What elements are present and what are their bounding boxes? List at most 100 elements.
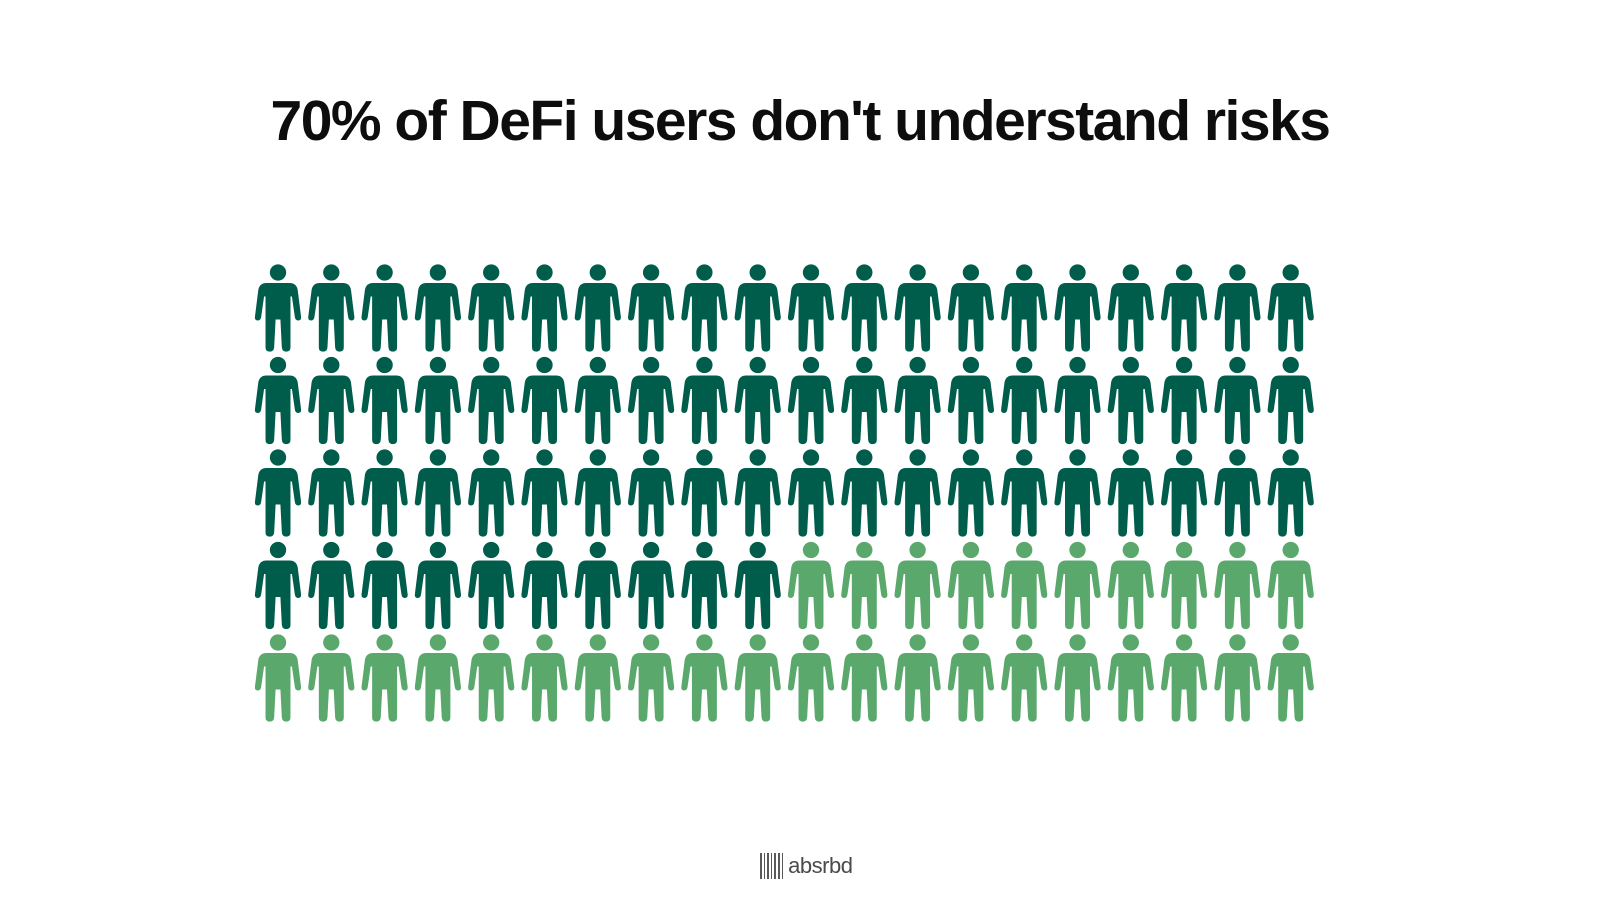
person-icon (681, 634, 728, 722)
person-icon (1214, 356, 1261, 445)
person-icon (734, 356, 781, 445)
person-icon (308, 541, 355, 630)
person-icon (1267, 634, 1314, 722)
person-icon (947, 264, 994, 352)
person-icon (628, 356, 675, 445)
person-icon (1107, 356, 1154, 445)
person-icon (361, 541, 408, 630)
person-icon (1001, 264, 1048, 352)
person-icon (361, 264, 408, 352)
person-icon (414, 356, 461, 445)
person-icon (787, 449, 835, 537)
person-icon (521, 356, 568, 445)
person-icon (947, 634, 994, 722)
person-icon (521, 449, 568, 537)
person-icon (1267, 264, 1314, 352)
person-icon (308, 449, 355, 537)
person-icon (1054, 449, 1101, 537)
person-icon (1054, 541, 1101, 630)
person-icon (254, 264, 302, 352)
person-icon (254, 634, 302, 722)
person-icon (947, 356, 994, 445)
person-icon (1107, 634, 1154, 722)
person-icon (1161, 356, 1208, 445)
person-icon (308, 634, 355, 722)
person-icon (414, 634, 461, 722)
person-icon (468, 634, 515, 722)
person-icon (787, 356, 835, 445)
person-icon (734, 634, 781, 722)
person-icon (841, 356, 888, 445)
person-icon (254, 541, 302, 630)
person-icon (254, 356, 302, 445)
person-icon (1001, 541, 1048, 630)
person-icon (1161, 449, 1208, 537)
person-icon (1161, 634, 1208, 722)
person-icon (574, 634, 621, 722)
person-icon (468, 264, 515, 352)
pictogram-chart (254, 264, 1314, 722)
person-icon (1107, 541, 1154, 630)
person-icon (1214, 634, 1261, 722)
person-icon (1054, 634, 1101, 722)
barcode-logo-icon (760, 853, 784, 879)
person-icon (521, 634, 568, 722)
person-icon (787, 264, 835, 352)
person-icon (894, 634, 941, 722)
person-icon (787, 634, 835, 722)
person-icon (254, 449, 302, 537)
person-icon (414, 449, 461, 537)
person-icon (521, 264, 568, 352)
person-icon (681, 541, 728, 630)
person-icon (947, 541, 994, 630)
person-icon (521, 541, 568, 630)
person-icon (308, 356, 355, 445)
page-title: 70% of DeFi users don't understand risks (270, 89, 1332, 153)
person-icon (628, 264, 675, 352)
person-icon (628, 541, 675, 630)
person-icon (947, 449, 994, 537)
person-icon (841, 264, 888, 352)
person-icon (414, 264, 461, 352)
person-icon (574, 264, 621, 352)
person-icon (1214, 449, 1261, 537)
person-icon (414, 541, 461, 630)
person-icon (1001, 449, 1048, 537)
person-icon (308, 264, 355, 352)
person-icon (361, 634, 408, 722)
person-icon (1214, 264, 1261, 352)
person-icon (628, 634, 675, 722)
person-icon (1267, 449, 1314, 537)
person-icon (468, 356, 515, 445)
person-icon (468, 541, 515, 630)
person-icon (1107, 449, 1154, 537)
person-icon (841, 449, 888, 537)
person-icon (1107, 264, 1154, 352)
person-icon (734, 541, 781, 630)
person-icon (468, 449, 515, 537)
brand-name: absrbd (788, 853, 853, 878)
person-icon (1001, 634, 1048, 722)
person-icon (894, 356, 941, 445)
person-icon (1054, 356, 1101, 445)
brand-logo: absrbd (760, 852, 853, 880)
person-icon (841, 541, 888, 630)
person-icon (574, 541, 621, 630)
person-icon (361, 356, 408, 445)
person-icon (1267, 541, 1314, 630)
person-icon (1161, 541, 1208, 630)
person-icon (1214, 541, 1261, 630)
person-icon (361, 449, 408, 537)
person-icon (681, 449, 728, 537)
person-icon (628, 449, 675, 537)
person-icon (894, 264, 941, 352)
person-icon (894, 541, 941, 630)
person-icon (734, 264, 781, 352)
person-icon (574, 449, 621, 537)
person-icon (1054, 264, 1101, 352)
person-icon (574, 356, 621, 445)
pictogram-grid (254, 264, 1314, 722)
person-icon (1001, 356, 1048, 445)
person-icon (894, 449, 941, 537)
person-icon (1267, 356, 1314, 445)
